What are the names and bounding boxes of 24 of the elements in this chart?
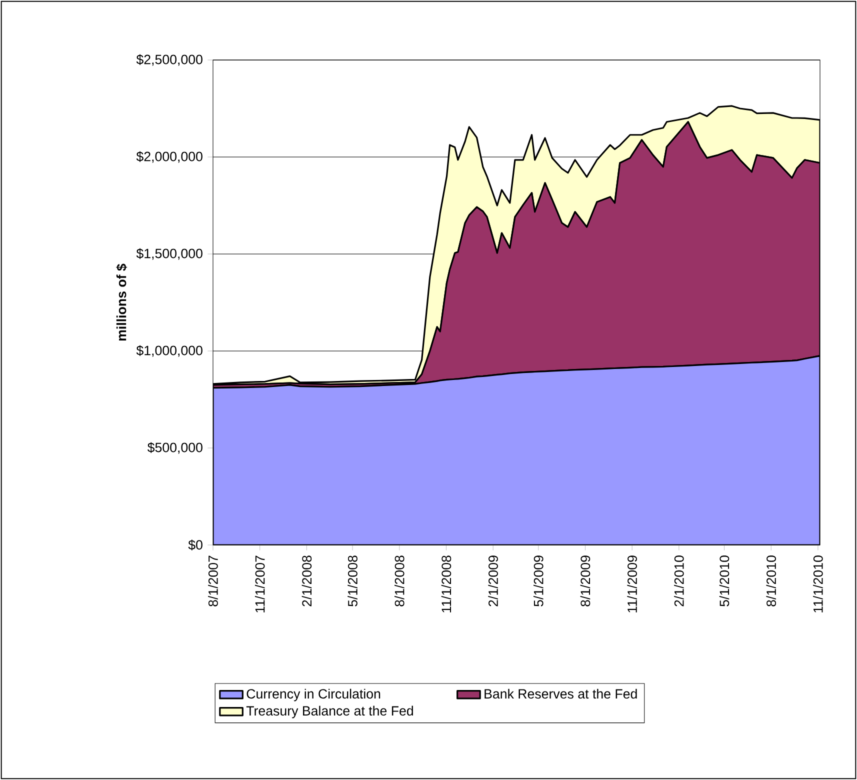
y-tick-label: $500,000 [147, 442, 202, 454]
x-tick-label: 11/1/2009 [627, 556, 637, 612]
legend-label: Bank Reserves at the Fed [484, 688, 637, 699]
x-tick-label: 5/1/2008 [348, 556, 358, 606]
y-axis-title: millions of $ [116, 264, 128, 341]
x-tick-label: 8/1/2010 [766, 556, 776, 606]
x-tick-label: 2/1/2009 [488, 556, 498, 606]
x-tick-label: 2/1/2008 [302, 556, 312, 606]
x-tick-label: 11/1/2007 [254, 556, 265, 612]
x-tick-label: 5/1/2009 [534, 556, 544, 606]
y-tick-label: $2,500,000 [136, 54, 202, 66]
x-tick-label: 8/1/2008 [394, 556, 404, 606]
legend-label: Treasury Balance at the Fed [246, 706, 413, 718]
y-tick-label: $1,000,000 [136, 345, 202, 357]
x-tick-label: 11/1/2010 [813, 556, 823, 612]
x-tick-label: 8/1/2009 [580, 556, 590, 606]
x-tick-label: 5/1/2010 [719, 556, 730, 606]
x-tick-label: 11/1/2008 [441, 556, 452, 612]
x-tick-label: 8/1/2007 [208, 556, 218, 606]
y-tick-label: $1,500,000 [136, 248, 202, 260]
y-tick-label: $0 [188, 540, 202, 550]
x-tick-label: 2/1/2010 [674, 556, 684, 606]
legend-label: Currency in Circulation [246, 688, 380, 702]
y-tick-label: $2,000,000 [136, 151, 202, 163]
